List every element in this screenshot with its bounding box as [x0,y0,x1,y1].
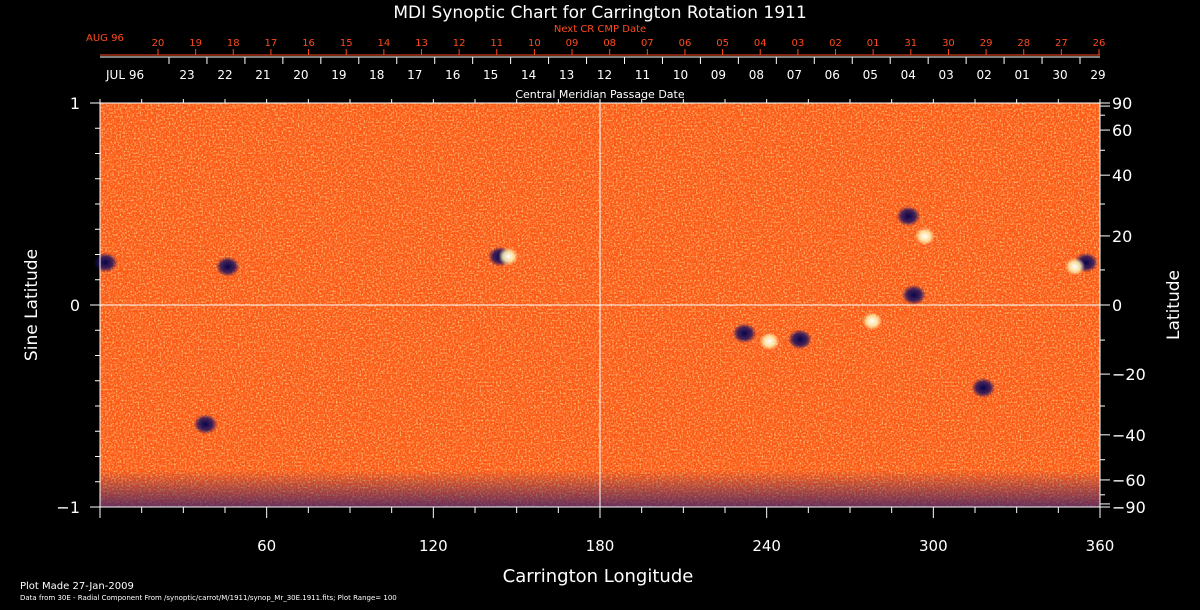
next-cr-date: 04 [754,38,767,49]
active-region-negative [193,414,218,435]
cmp-date: 30 [1052,68,1067,82]
cmp-date: 23 [179,68,194,82]
magnetogram-map [93,103,1100,507]
right-tick-label: 20 [1112,227,1132,246]
next-cr-date: 09 [566,38,579,49]
cmp-date: 02 [976,68,991,82]
cmp-date: 29 [1090,68,1105,82]
right-tick-label: −90 [1112,498,1146,517]
next-cr-date: 27 [1055,38,1068,49]
x-tick-label: 240 [752,537,781,555]
next-cr-date: 03 [792,38,805,49]
next-cr-date: 31 [904,38,917,49]
next-cr-date: 13 [415,38,428,49]
active-region-positive [498,247,519,266]
active-region-positive [862,312,883,331]
next-cr-date: 26 [1093,38,1106,49]
cmp-date: 03 [939,68,954,82]
cmp-date: 05 [863,68,878,82]
chart-title: MDI Synoptic Chart for Carrington Rotati… [393,3,806,23]
cmp-month: JUL 96 [105,68,144,82]
active-region-negative [901,284,926,305]
next-cr-date: 05 [716,38,729,49]
next-cr-date: 30 [942,38,955,49]
next-cr-date: 10 [528,38,541,49]
right-tick-label: 40 [1112,166,1132,185]
cmp-date: 18 [369,68,384,82]
cmp-date: 20 [293,68,308,82]
next-cr-date: 07 [641,38,654,49]
cmp-date: 06 [825,68,840,82]
active-region-negative [788,329,812,350]
next-cr-date: 15 [340,38,353,49]
next-cr-date: 19 [189,38,202,49]
cmp-date: 22 [217,68,232,82]
right-tick-label: −20 [1112,365,1146,384]
cmp-date: 13 [559,68,574,82]
next-cr-month: AUG 96 [86,33,124,44]
next-cr-date: 01 [867,38,880,49]
next-cr-date: 29 [980,38,993,49]
next-cr-date: 06 [679,38,692,49]
axes: 60 120 180 240 300 360 1 0 −1 90 60 40 20 0 −20 −40 −60 −… [56,94,1145,555]
cmp-date: 08 [749,68,764,82]
cmp-date: 11 [635,68,650,82]
cmp-date: 14 [521,68,536,82]
cmp-date: 07 [787,68,802,82]
cmp-date: 01 [1014,68,1029,82]
x-tick-label: 120 [419,537,448,555]
x-axis-label: Carrington Longitude [503,566,694,587]
active-region-positive [1065,257,1085,276]
left-tick-label: −1 [56,498,80,517]
cmp-date: 19 [331,68,346,82]
next-cr-date: 08 [603,38,616,49]
cmp-label: Central Meridian Passage Date [515,88,684,101]
next-cr-date: 02 [829,38,842,49]
cmp-date: 16 [445,68,460,82]
x-tick-label: 360 [1086,537,1115,555]
active-region-negative [732,323,757,344]
cmp-date: 17 [407,68,422,82]
active-region-negative [215,256,240,277]
active-region-positive [915,227,935,246]
right-tick-label: −40 [1112,426,1146,445]
x-tick-label: 180 [586,537,615,555]
top-date-scale: 20 19 18 17 16 15 14 13 12 11 10 09 08 07 06 05 04 03 02 01… [99,38,1106,103]
left-tick-label: 1 [70,94,80,113]
left-tick-label: 0 [70,296,80,315]
next-cr-date: 20 [152,38,165,49]
next-cr-date: 17 [265,38,278,49]
cmp-date: 15 [483,68,498,82]
cmp-date: 09 [711,68,726,82]
active-region-negative [896,206,921,227]
next-cr-date: 11 [490,38,503,49]
next-cr-date: 18 [227,38,240,49]
next-cr-label: Next CR CMP Date [554,24,646,35]
cmp-date: 04 [901,68,916,82]
next-cr-date: 28 [1017,38,1030,49]
right-tick-label: 90 [1112,94,1132,113]
next-cr-date: 16 [302,38,315,49]
next-cr-date: 12 [453,38,466,49]
cmp-date: 12 [597,68,612,82]
active-region-negative [93,252,118,273]
data-source-note: Data from 30E - Radial Component From /s… [20,594,397,602]
right-tick-label: 60 [1112,121,1132,140]
active-region-positive [759,332,780,351]
plot-made-note: Plot Made 27-Jan-2009 [20,581,134,592]
active-region-negative [971,377,996,398]
y-axis-label-right: Latitude [1164,270,1184,340]
right-tick-label: 0 [1112,296,1122,315]
cmp-date: 21 [255,68,270,82]
y-axis-label-left: Sine Latitude [22,249,42,361]
next-cr-date: 14 [377,38,390,49]
cmp-date: 10 [673,68,688,82]
x-tick-label: 300 [919,537,948,555]
right-tick-label: −60 [1112,471,1146,490]
x-tick-label: 60 [257,537,276,555]
